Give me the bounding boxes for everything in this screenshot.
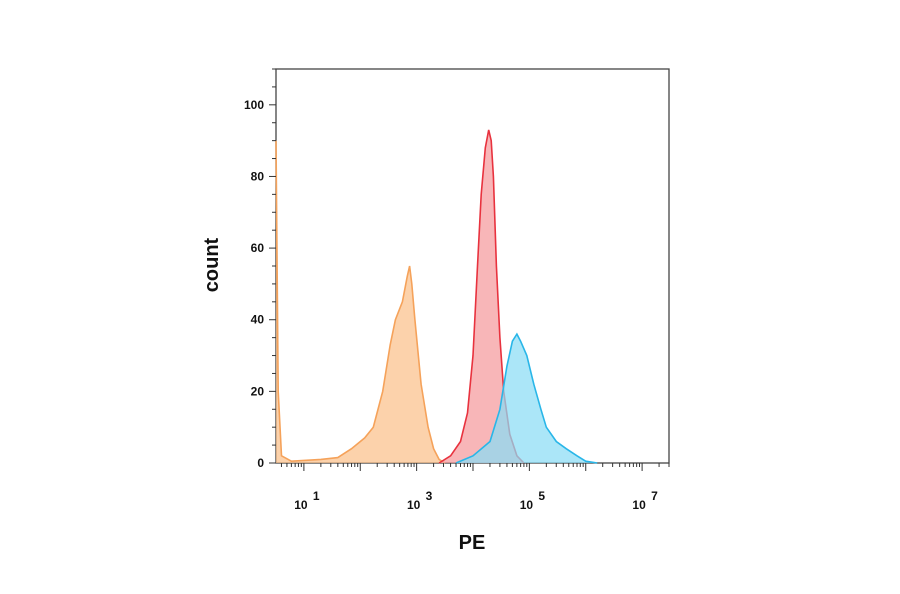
- x-axis-title: PE: [459, 532, 486, 554]
- x-tick-label: 10 7: [632, 489, 658, 512]
- x-tick-base: 10: [520, 498, 534, 512]
- series-3-line: [455, 332, 598, 464]
- x-tick-exponent: 1: [313, 489, 320, 503]
- x-tick-base: 10: [407, 498, 421, 512]
- series-1-area: [276, 140, 446, 463]
- x-tick-exponent: 5: [538, 489, 545, 503]
- y-tick-label: 20: [251, 384, 265, 398]
- x-tick-label: 10 3: [407, 489, 433, 512]
- y-tick-label: 100: [244, 98, 264, 112]
- y-tick-label: 0: [257, 456, 264, 470]
- x-axis: 10 1 10 3 10 5 10 7: [280, 463, 670, 512]
- y-tick-label: 40: [251, 313, 265, 327]
- series-3-area: [456, 334, 598, 463]
- x-tick-label: 10 1: [294, 489, 320, 512]
- x-tick-base: 10: [294, 498, 308, 512]
- x-tick-base: 10: [632, 498, 646, 512]
- y-tick-label: 80: [251, 169, 265, 183]
- x-tick-label: 10 5: [520, 489, 546, 512]
- series-layer: [275, 129, 598, 464]
- series-1-line: [275, 140, 446, 464]
- y-tick-label: 60: [251, 241, 265, 255]
- y-axis: 0 20 40 60 80 100: [244, 68, 276, 470]
- x-tick-exponent: 7: [651, 489, 658, 503]
- y-axis-title: count: [201, 237, 223, 292]
- x-tick-exponent: 3: [426, 489, 433, 503]
